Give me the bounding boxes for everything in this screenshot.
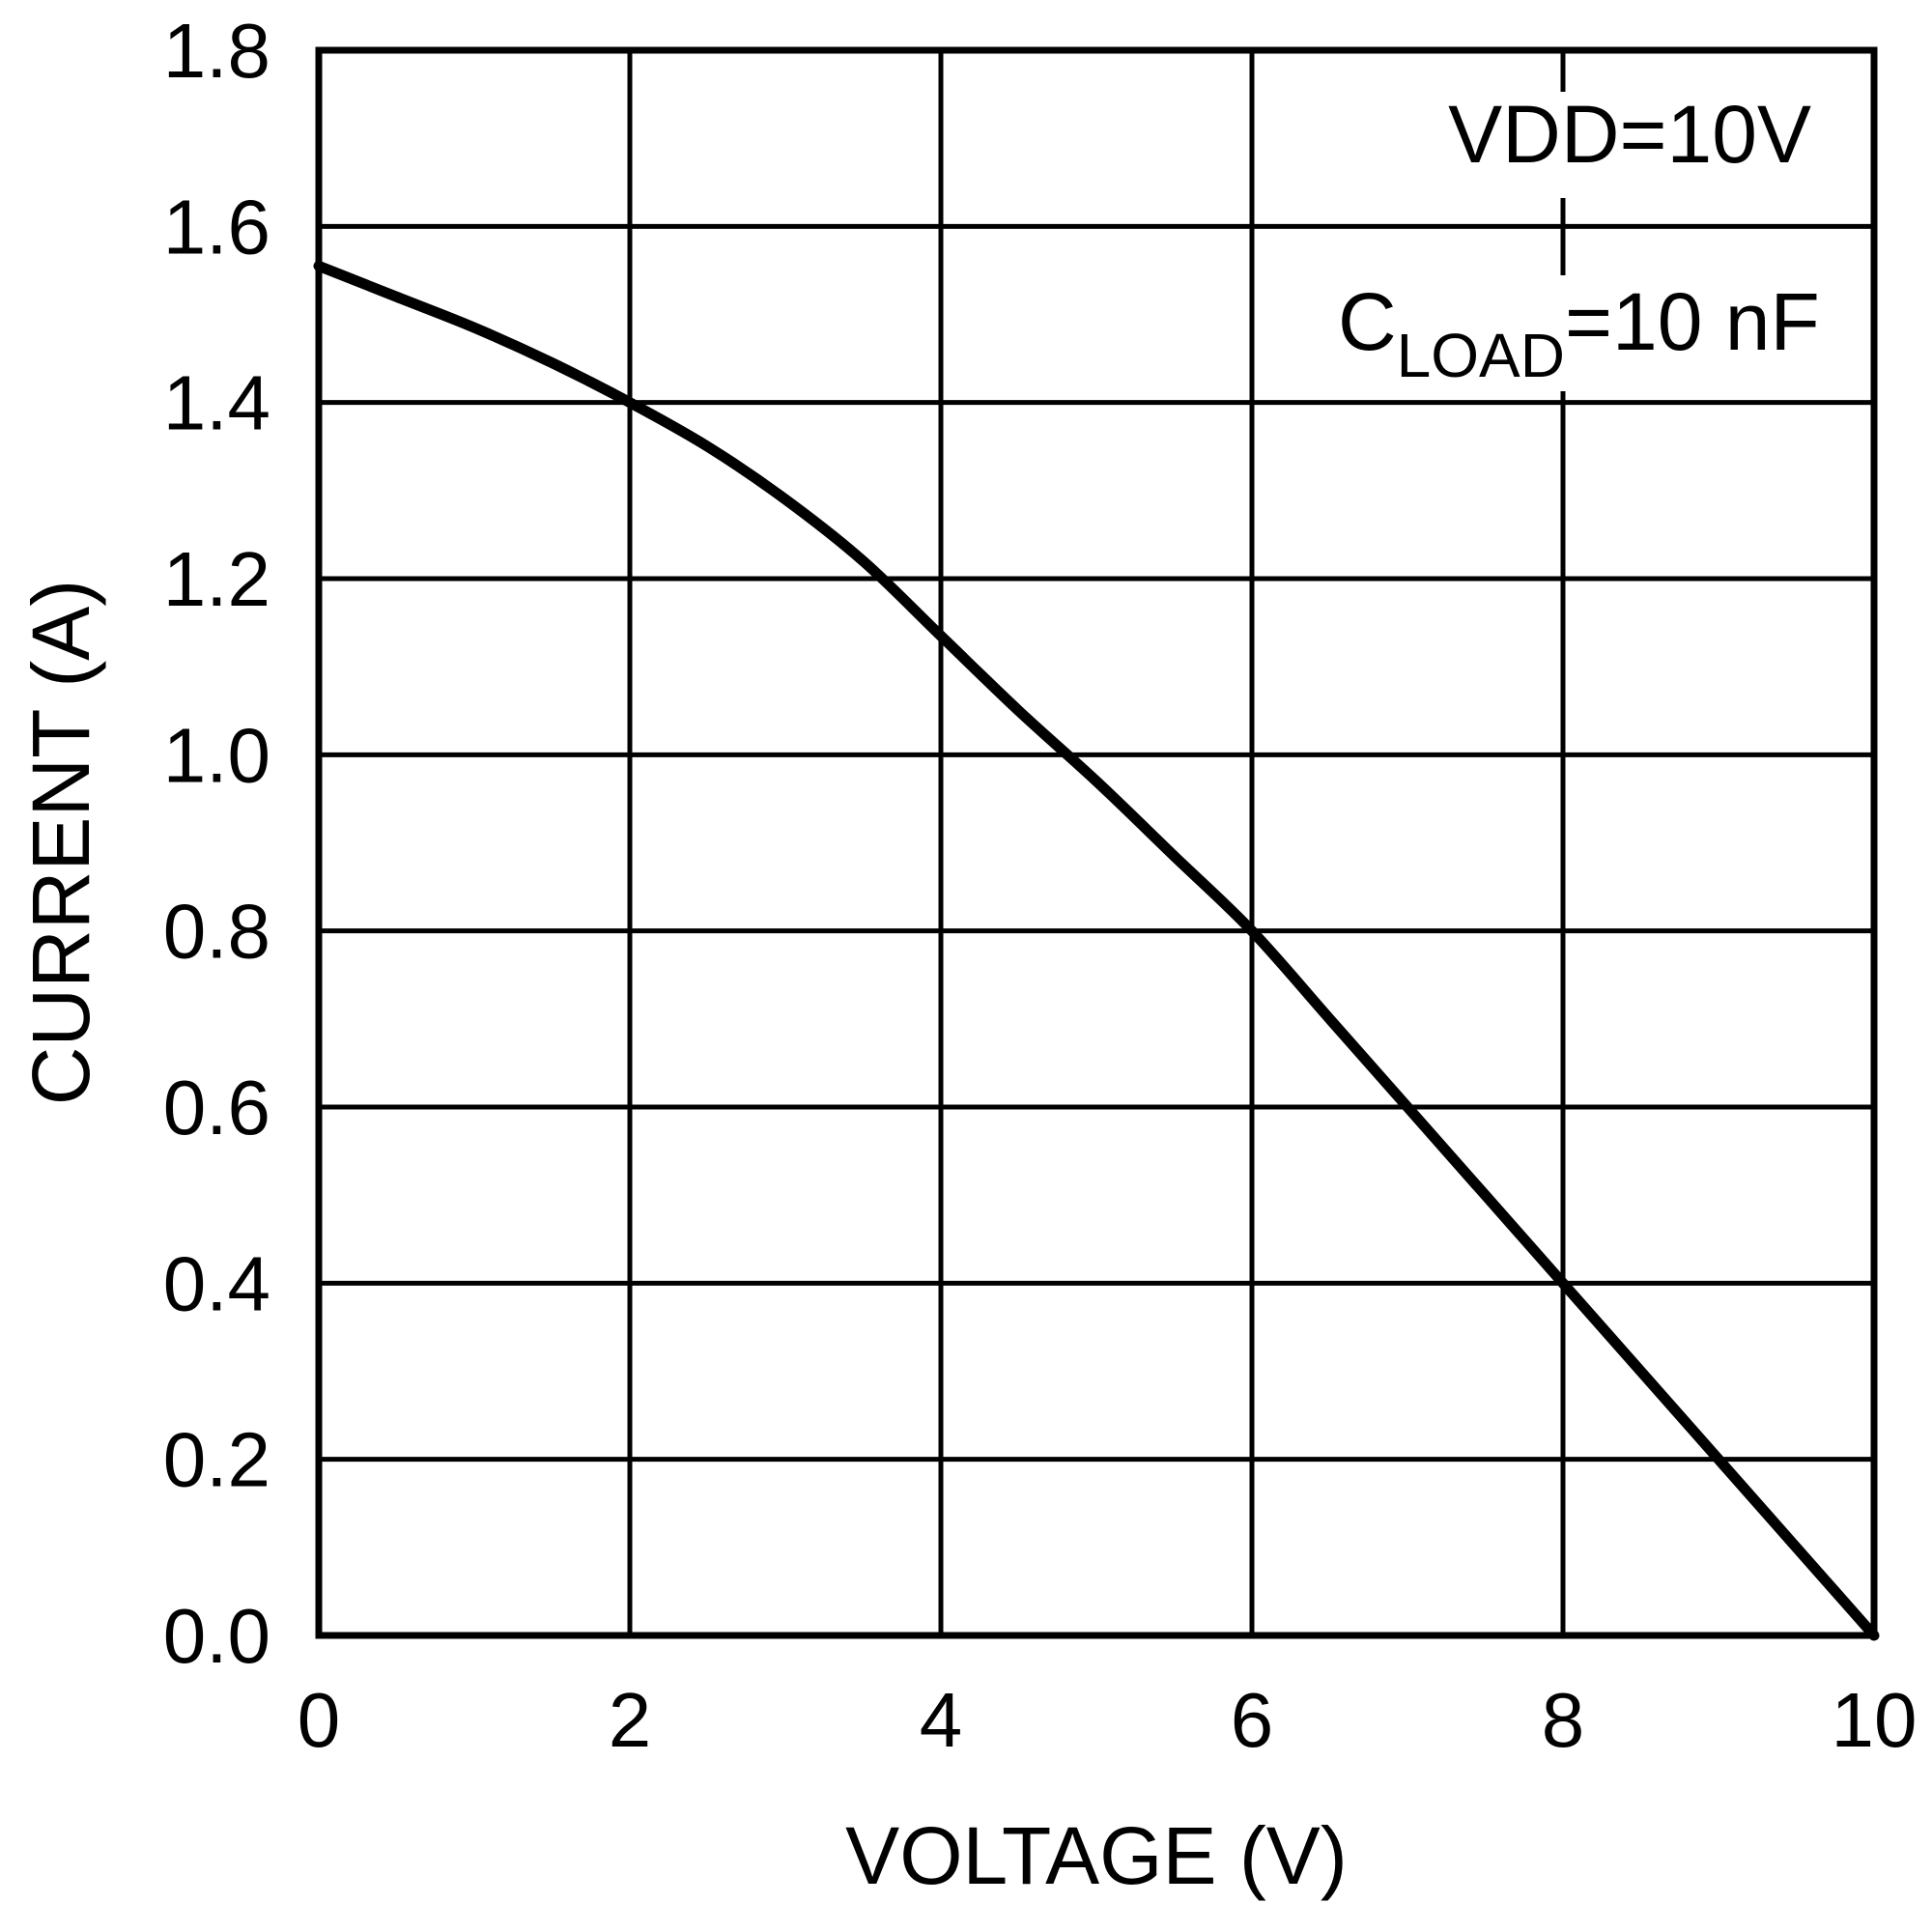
y-axis-label: CURRENT (A) (15, 580, 106, 1105)
y-tick-label: 0.4 (163, 1240, 270, 1326)
y-tick-label: 1.0 (163, 712, 270, 798)
x-tick-label: 4 (920, 1677, 963, 1763)
y-axis-ticks: 0.0 0.2 0.4 0.6 0.8 1.0 1.2 1.4 1.6 1.8 (163, 8, 270, 1679)
y-tick-label: 1.6 (163, 184, 270, 270)
y-tick-label: 0.6 (163, 1065, 270, 1151)
annotation-bg-vdd (1391, 92, 1845, 198)
y-tick-label: 1.8 (163, 8, 270, 94)
x-tick-label: 2 (609, 1677, 652, 1763)
x-tick-label: 10 (1832, 1677, 1918, 1763)
annotation-bg-cload (1333, 275, 1855, 391)
x-tick-label: 6 (1231, 1677, 1274, 1763)
annotation-vdd: VDD=10V (1448, 89, 1811, 180)
plot-frame (315, 46, 1878, 1639)
x-axis-label: VOLTAGE (V) (845, 1810, 1348, 1901)
data-series-line (313, 260, 1880, 1641)
y-tick-label: 0.8 (163, 889, 270, 975)
y-tick-label: 1.2 (163, 536, 270, 622)
x-tick-label: 0 (298, 1677, 341, 1763)
x-tick-label: 8 (1542, 1677, 1585, 1763)
y-tick-label: 0.0 (163, 1593, 270, 1679)
x-axis-ticks: 0 2 4 6 8 10 (298, 1677, 1918, 1763)
y-tick-label: 0.2 (163, 1417, 270, 1503)
y-tick-label: 1.4 (163, 360, 270, 446)
annotation-cload: CLOAD=10 nF (1338, 276, 1820, 390)
